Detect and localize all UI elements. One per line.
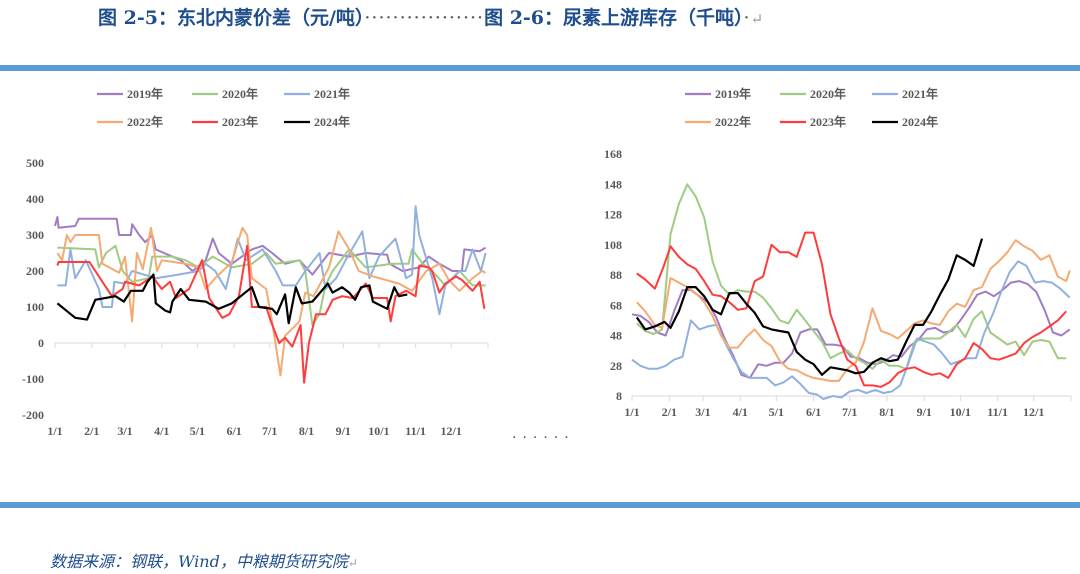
y-tick-label: 100 bbox=[26, 300, 44, 314]
source-note: 数据来源：钢联，Wind，中粮期货研究院↵ bbox=[50, 548, 358, 572]
x-tick-label: 6/1 bbox=[806, 405, 821, 419]
top-divider bbox=[0, 65, 1080, 71]
y-tick-label: 500 bbox=[26, 156, 44, 170]
x-tick-label: 2/1 bbox=[662, 405, 677, 419]
y-tick-label: 128 bbox=[604, 208, 622, 222]
series-line-2024年 bbox=[56, 273, 408, 325]
x-tick-label: 1/1 bbox=[47, 424, 62, 438]
x-tick-label: 4/1 bbox=[733, 405, 748, 419]
legend-label: 2021年 bbox=[902, 86, 938, 101]
x-tick-label: 5/1 bbox=[190, 424, 205, 438]
dot-leader: ················· bbox=[364, 7, 485, 29]
title-left: 图 2-5：东北内蒙价差（元/吨） bbox=[98, 7, 365, 29]
x-tick-label: 12/1 bbox=[441, 424, 462, 438]
x-tick-label: 7/1 bbox=[842, 405, 857, 419]
header-titles: 图 2-5：东北内蒙价差（元/吨）·················图 2-6：… bbox=[98, 3, 763, 30]
legend-label: 2023年 bbox=[810, 114, 846, 129]
x-tick-label: 2/1 bbox=[84, 424, 99, 438]
series-line-2022年 bbox=[636, 239, 1071, 382]
x-tick-label: 1/1 bbox=[624, 405, 639, 419]
x-tick-label: 11/1 bbox=[987, 405, 1008, 419]
legend-label: 2022年 bbox=[715, 114, 751, 129]
y-tick-label: 168 bbox=[604, 147, 622, 161]
legend-label: 2023年 bbox=[222, 114, 258, 129]
x-tick-label: 10/1 bbox=[368, 424, 389, 438]
x-tick-label: 12/1 bbox=[1023, 405, 1044, 419]
y-tick-label: 0 bbox=[38, 336, 44, 350]
legend-label: 2022年 bbox=[127, 114, 163, 129]
title-right: 图 2-6：尿素上游库存（千吨） bbox=[484, 7, 744, 29]
y-tick-label: 148 bbox=[604, 177, 622, 191]
y-tick-label: 68 bbox=[610, 298, 622, 312]
series-line-2019年 bbox=[631, 280, 1071, 379]
y-tick-label: 88 bbox=[610, 268, 622, 282]
series-line-2021年 bbox=[57, 205, 487, 316]
chart-2: 168 148 128 108 88 68 48 28 81/1 2/1 3/1 4/1 5/1 6/1 7… bbox=[604, 86, 1072, 419]
x-tick-label: 9/1 bbox=[917, 405, 932, 419]
legend-label: 2019年 bbox=[715, 86, 751, 101]
middle-dots: ······ bbox=[512, 430, 575, 446]
y-tick-label: 28 bbox=[610, 359, 622, 373]
legend-label: 2020年 bbox=[810, 86, 846, 101]
legend-label: 2024年 bbox=[902, 114, 938, 129]
source-text: 数据来源：钢联，Wind，中粮期货研究院 bbox=[50, 552, 348, 571]
y-tick-label: 48 bbox=[610, 329, 622, 343]
series-line-2024年 bbox=[635, 238, 984, 376]
x-tick-label: 8/1 bbox=[879, 405, 894, 419]
title-right-dot: · bbox=[743, 7, 751, 29]
legend-label: 2021年 bbox=[314, 86, 350, 101]
y-tick-label: -200 bbox=[22, 408, 44, 422]
series-line-2021年 bbox=[631, 260, 1071, 400]
x-tick-label: 5/1 bbox=[769, 405, 784, 419]
legend-label: 2020年 bbox=[222, 86, 258, 101]
y-tick-label: 108 bbox=[604, 238, 622, 252]
x-tick-label: 4/1 bbox=[154, 424, 169, 438]
y-tick-label: 8 bbox=[616, 389, 622, 403]
y-tick-label: -100 bbox=[22, 372, 44, 386]
x-tick-label: 7/1 bbox=[262, 424, 277, 438]
x-tick-label: 3/1 bbox=[695, 405, 710, 419]
x-tick-label: 11/1 bbox=[405, 424, 426, 438]
y-tick-label: 300 bbox=[26, 228, 44, 242]
return-mark-icon: ↵ bbox=[750, 10, 764, 28]
legend-label: 2024年 bbox=[314, 114, 350, 129]
x-tick-label: 9/1 bbox=[336, 424, 351, 438]
x-tick-label: 10/1 bbox=[950, 405, 971, 419]
series-line-2022年 bbox=[56, 226, 487, 377]
return-mark-icon: ↵ bbox=[347, 556, 358, 570]
x-tick-label: 8/1 bbox=[299, 424, 314, 438]
legend-label: 2019年 bbox=[127, 86, 163, 101]
series-line-2023年 bbox=[636, 231, 1067, 388]
x-tick-label: 3/1 bbox=[117, 424, 132, 438]
series-line-2019年 bbox=[54, 216, 487, 276]
y-tick-label: 400 bbox=[26, 192, 44, 206]
series-line-2020年 bbox=[636, 183, 1067, 370]
bottom-divider bbox=[0, 502, 1080, 508]
y-tick-label: 200 bbox=[26, 264, 44, 278]
x-tick-label: 6/1 bbox=[226, 424, 241, 438]
